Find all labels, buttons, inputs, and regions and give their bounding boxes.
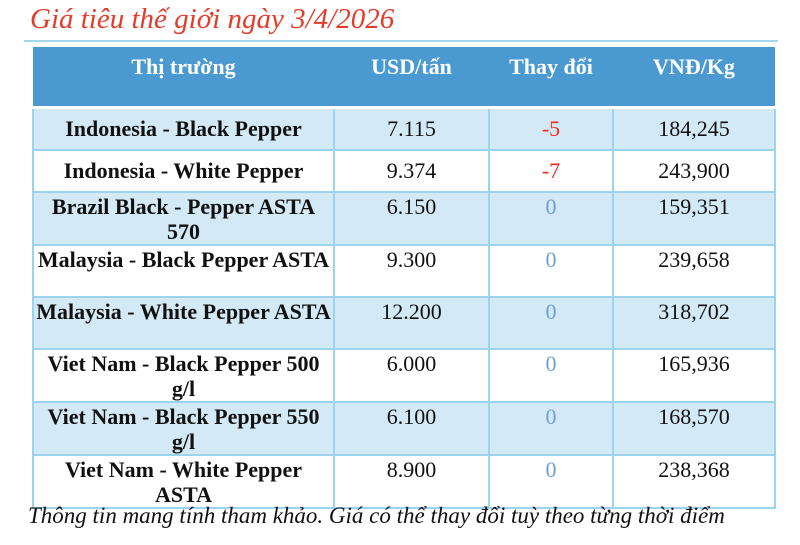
table-row: Viet Nam - Black Pepper 550 g/l 6.100 0 168…: [32, 400, 776, 456]
table-row: Brazil Black - Pepper ASTA 570 6.150 0 159,…: [32, 190, 776, 246]
vnd-price-cell: 318,702: [612, 295, 776, 350]
change-cell: -7: [488, 148, 614, 193]
market-cell: Viet Nam - White Pepper ASTA: [32, 453, 335, 509]
vnd-price-cell: 168,570: [612, 400, 776, 456]
change-cell: 0: [488, 453, 614, 509]
usd-price-cell: 9.300: [333, 243, 490, 298]
title-divider: [24, 40, 778, 42]
usd-price-cell: 6.000: [333, 347, 490, 403]
column-header-change: Thay đổi: [489, 47, 613, 109]
header-row: Thị trường USD/tấn Thay đổi VNĐ/Kg: [33, 47, 775, 109]
page-title: Giá tiêu thế giới ngày 3/4/2026: [30, 3, 395, 35]
change-cell: 0: [488, 400, 614, 456]
market-cell: Indonesia - Black Pepper: [32, 106, 335, 151]
market-cell: Brazil Black - Pepper ASTA 570: [32, 190, 335, 246]
usd-price-cell: 7.115: [333, 106, 490, 151]
table-row: Indonesia - Black Pepper 7.115 -5 184,245: [32, 106, 776, 151]
market-cell: Malaysia - White Pepper ASTA: [32, 295, 335, 350]
vnd-price-cell: 239,658: [612, 243, 776, 298]
usd-price-cell: 6.100: [333, 400, 490, 456]
column-header-usd: USD/tấn: [334, 47, 489, 109]
table-row: Indonesia - White Pepper 9.374 -7 243,900: [32, 148, 776, 193]
change-cell: 0: [488, 295, 614, 350]
vnd-price-cell: 165,936: [612, 347, 776, 403]
table-row: Viet Nam - White Pepper ASTA 8.900 0 238,36…: [32, 453, 776, 509]
market-cell: Viet Nam - Black Pepper 500 g/l: [32, 347, 335, 403]
change-cell: -5: [488, 106, 614, 151]
usd-price-cell: 9.374: [333, 148, 490, 193]
change-cell: 0: [488, 190, 614, 246]
change-cell: 0: [488, 243, 614, 298]
market-cell: Indonesia - White Pepper: [32, 148, 335, 193]
vnd-price-cell: 159,351: [612, 190, 776, 246]
vnd-price-cell: 243,900: [612, 148, 776, 193]
market-cell: Malaysia - Black Pepper ASTA: [32, 243, 335, 298]
vnd-price-cell: 184,245: [612, 106, 776, 151]
table-row: Malaysia - White Pepper ASTA 12.200 0 318,7…: [32, 295, 776, 350]
price-table-header: Thị trường USD/tấn Thay đổi VNĐ/Kg: [33, 47, 775, 109]
change-cell: 0: [488, 347, 614, 403]
price-table-body: Indonesia - Black Pepper 7.115 -5 184,245 In…: [32, 106, 776, 509]
column-header-market: Thị trường: [33, 47, 334, 109]
table-row: Viet Nam - Black Pepper 500 g/l 6.000 0 165…: [32, 347, 776, 403]
vnd-price-cell: 238,368: [612, 453, 776, 509]
footer-disclaimer: Thông tin mang tính tham khảo. Giá có th…: [28, 503, 725, 528]
column-header-vnd: VNĐ/Kg: [613, 47, 775, 109]
usd-price-cell: 8.900: [333, 453, 490, 509]
table-row: Malaysia - Black Pepper ASTA 9.300 0 239,65…: [32, 243, 776, 298]
usd-price-cell: 12.200: [333, 295, 490, 350]
price-table: Thị trường USD/tấn Thay đổi VNĐ/Kg Indon…: [32, 47, 776, 509]
usd-price-cell: 6.150: [333, 190, 490, 246]
market-cell: Viet Nam - Black Pepper 550 g/l: [32, 400, 335, 456]
